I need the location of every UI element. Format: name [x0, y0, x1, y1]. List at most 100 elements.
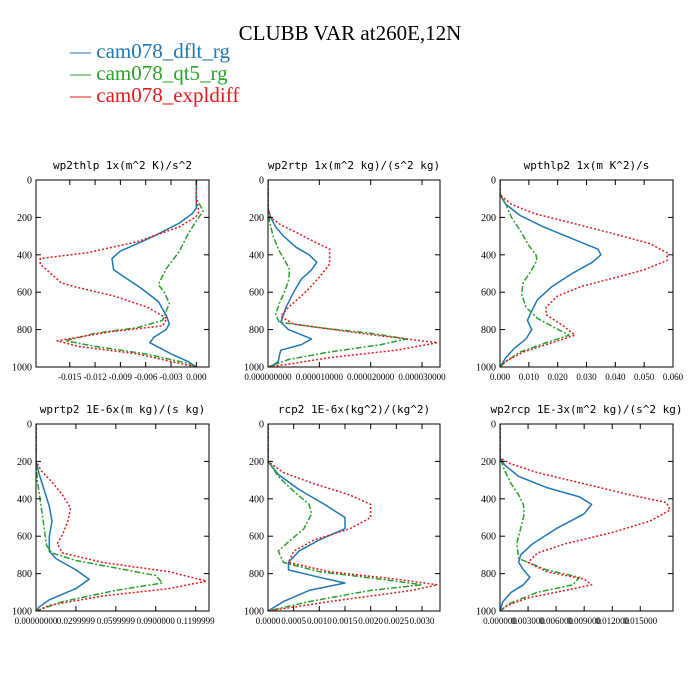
series-group — [39, 180, 204, 367]
panel-2: wp2rtp 1x(m^2 kg)/(s^2 kg) 0 200 400 600 800 1… — [244, 159, 446, 382]
y-tick-label: 200 — [17, 457, 32, 468]
y-tick-label: 200 — [17, 213, 32, 224]
y-tick-label: 800 — [17, 325, 32, 336]
panel-3: wpthlp2 1x(m K^2)/s 0 200 400 600 800 10000.00… — [476, 159, 684, 382]
series-group — [36, 424, 208, 611]
x-tick-label: 0.00000000 — [15, 616, 58, 626]
series-group — [500, 180, 668, 367]
x-tick-label: -0.009 — [109, 372, 133, 382]
y-tick-label: 0 — [259, 176, 264, 187]
series-line-cam078-dflt-rg — [500, 424, 593, 611]
x-tick-label: 0.0005 — [281, 616, 306, 626]
x-tick-label: 0.009000 — [567, 616, 601, 626]
y-tick-label: 0 — [491, 176, 496, 187]
y-tick-label: 800 — [481, 569, 496, 580]
x-tick-label: 0.050 — [634, 372, 655, 382]
y-tick-label: 200 — [481, 457, 496, 468]
panel-title: wp2rcp 1E-3x(m^2 kg)/(s^2 kg) — [490, 403, 682, 416]
x-tick-label: 0.020 — [548, 372, 569, 382]
x-tick-label: 0.003000 — [511, 616, 545, 626]
series-line-cam078-expldiff — [500, 424, 671, 611]
x-tick-label: -0.003 — [159, 372, 183, 382]
plot-frame — [35, 179, 210, 368]
x-tick-label: 0.000020000 — [347, 372, 395, 382]
panel-4: wprtp2 1E-6x(m kg)/(s kg) 0 200 400 600 800 10… — [12, 403, 215, 626]
y-tick-label: 600 — [249, 532, 264, 543]
x-tick-label: 0.0020 — [358, 616, 383, 626]
y-tick-label: 200 — [249, 213, 264, 224]
series-line-cam078-dflt-rg — [111, 180, 198, 367]
panel-6: wp2rcp 1E-3x(m^2 kg)/(s^2 kg) 0 200 400 600 8… — [476, 403, 683, 626]
legend-entry-cam078-dflt-rg: — cam078_dflt_rg — [69, 39, 231, 63]
x-tick-label: 0.0599999 — [97, 616, 136, 626]
y-tick-label: 400 — [481, 494, 496, 505]
series-line-cam078-qt5-rg — [500, 180, 570, 367]
series-line-cam078-qt5-rg — [268, 424, 423, 611]
y-tick-label: 1000 — [12, 363, 32, 374]
x-tick-label: 0.0010 — [307, 616, 332, 626]
plot-frame — [35, 423, 210, 612]
y-tick-label: 400 — [17, 494, 32, 505]
y-tick-label: 600 — [249, 288, 264, 299]
panel-1: wp2thlp 1x(m^2 K)/s^2 0 200 400 600 800 1000 -0… — [12, 159, 210, 382]
x-tick-label: 0.040 — [605, 372, 626, 382]
x-tick-label: 0.0000 — [256, 616, 281, 626]
y-tick-label: 200 — [481, 213, 496, 224]
series-group — [500, 424, 671, 611]
series-line-cam078-expldiff — [268, 180, 439, 367]
y-tick-label: 1000 — [244, 363, 264, 374]
y-tick-label: 0 — [27, 420, 32, 431]
x-tick-label: 0.0030 — [410, 616, 435, 626]
series-line-cam078-expldiff — [39, 180, 200, 367]
y-tick-label: 600 — [481, 532, 496, 543]
y-tick-label: 400 — [249, 250, 264, 261]
series-line-cam078-expldiff — [500, 180, 668, 367]
y-tick-label: 600 — [17, 288, 32, 299]
x-tick-label: 0.000000000 — [244, 372, 292, 382]
y-tick-label: 600 — [17, 532, 32, 543]
x-tick-label: -0.006 — [134, 372, 158, 382]
y-tick-label: 400 — [17, 250, 32, 261]
x-tick-label: -0.015 — [58, 372, 82, 382]
series-line-cam078-qt5-rg — [64, 180, 204, 367]
x-tick-label: 0.000030000 — [398, 372, 446, 382]
legend-entry-cam078-qt5-rg: — cam078_qt5_rg — [69, 61, 228, 85]
series-line-cam078-qt5-rg — [268, 180, 408, 367]
x-tick-label: 0.060 — [663, 372, 684, 382]
x-tick-label: 0.012000 — [595, 616, 629, 626]
x-tick-label: 0.000000 — [483, 616, 517, 626]
panel-title: wprtp2 1E-6x(m kg)/(s kg) — [40, 403, 206, 416]
series-line-cam078-dflt-rg — [500, 180, 602, 367]
series-line-cam078-dflt-rg — [268, 180, 318, 367]
panel-5: rcp2 1E-6x(kg^2)/(kg^2) 0 200 400 600 800 1000… — [244, 403, 441, 626]
y-tick-label: 200 — [249, 457, 264, 468]
series-group — [268, 180, 439, 367]
plot-frame — [499, 423, 674, 612]
x-tick-label: 0.0015 — [333, 616, 358, 626]
x-tick-label: 0.1199999 — [177, 616, 215, 626]
y-tick-label: 1000 — [12, 607, 32, 618]
plot-frame — [267, 423, 441, 612]
y-tick-label: 0 — [491, 420, 496, 431]
x-tick-label: 0.0299999 — [57, 616, 96, 626]
y-tick-label: 600 — [481, 288, 496, 299]
series-line-cam078-expldiff — [36, 424, 208, 611]
x-tick-label: 0.000010000 — [296, 372, 344, 382]
legend: — cam078_dflt_rg— cam078_qt5_rg— cam078_… — [69, 39, 239, 107]
y-tick-label: 1000 — [476, 607, 496, 618]
y-tick-label: 1000 — [244, 607, 264, 618]
y-tick-label: 800 — [249, 325, 264, 336]
plot-frame — [267, 179, 441, 368]
x-tick-label: 0.010 — [519, 372, 540, 382]
panel-title: wp2thlp 1x(m^2 K)/s^2 — [53, 159, 192, 172]
figure-title: CLUBB VAR at260E,12N — [239, 21, 462, 45]
y-tick-label: 400 — [481, 250, 496, 261]
panel-grid: wp2thlp 1x(m^2 K)/s^2 0 200 400 600 800 1000 -0… — [12, 159, 684, 626]
x-tick-label: 0.000 — [490, 372, 511, 382]
panel-title: rcp2 1E-6x(kg^2)/(kg^2) — [278, 403, 430, 416]
x-tick-label: 0.015000 — [623, 616, 657, 626]
series-line-cam078-dflt-rg — [36, 424, 90, 611]
x-tick-label: -0.012 — [83, 372, 106, 382]
x-tick-label: 0.006000 — [539, 616, 573, 626]
